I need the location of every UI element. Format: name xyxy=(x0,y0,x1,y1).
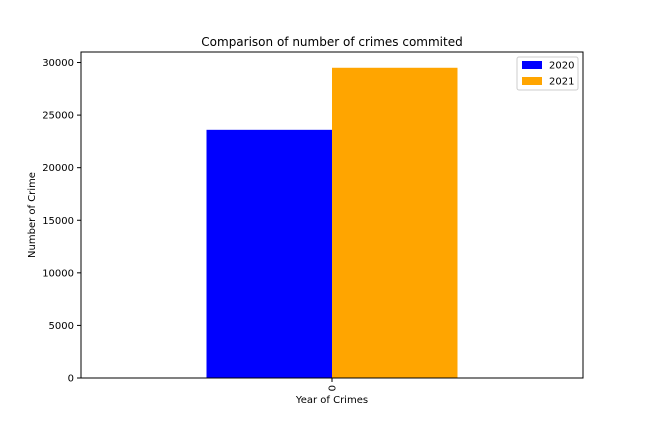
chart-title: Comparison of number of crimes commited xyxy=(201,35,462,49)
y-axis: 0 5000 10000 15000 20000 25000 30000 xyxy=(42,58,81,385)
x-tick-label: 0 xyxy=(328,385,339,391)
legend-label-2020: 2020 xyxy=(549,61,574,72)
legend-swatch-2021 xyxy=(522,77,542,85)
bars-group xyxy=(206,67,458,378)
y-tick-label: 30000 xyxy=(42,58,74,69)
x-axis-label: Year of Crimes xyxy=(295,395,368,406)
y-tick-label: 0 xyxy=(68,374,74,385)
y-tick-label: 15000 xyxy=(42,216,74,227)
bar-2020-0 xyxy=(206,129,332,378)
legend-label-2021: 2021 xyxy=(549,77,574,88)
y-tick-label: 25000 xyxy=(42,111,74,122)
y-tick-label: 10000 xyxy=(42,268,74,279)
plot-frame xyxy=(80,51,584,379)
y-axis-label: Number of Crime xyxy=(27,172,38,258)
bar-2021-0 xyxy=(332,67,458,378)
y-tick-label: 20000 xyxy=(42,163,74,174)
legend: 2020 2021 xyxy=(516,56,579,91)
legend-swatch-2020 xyxy=(522,61,542,69)
y-tick-label: 5000 xyxy=(49,321,74,332)
x-axis: 0 xyxy=(328,378,339,391)
